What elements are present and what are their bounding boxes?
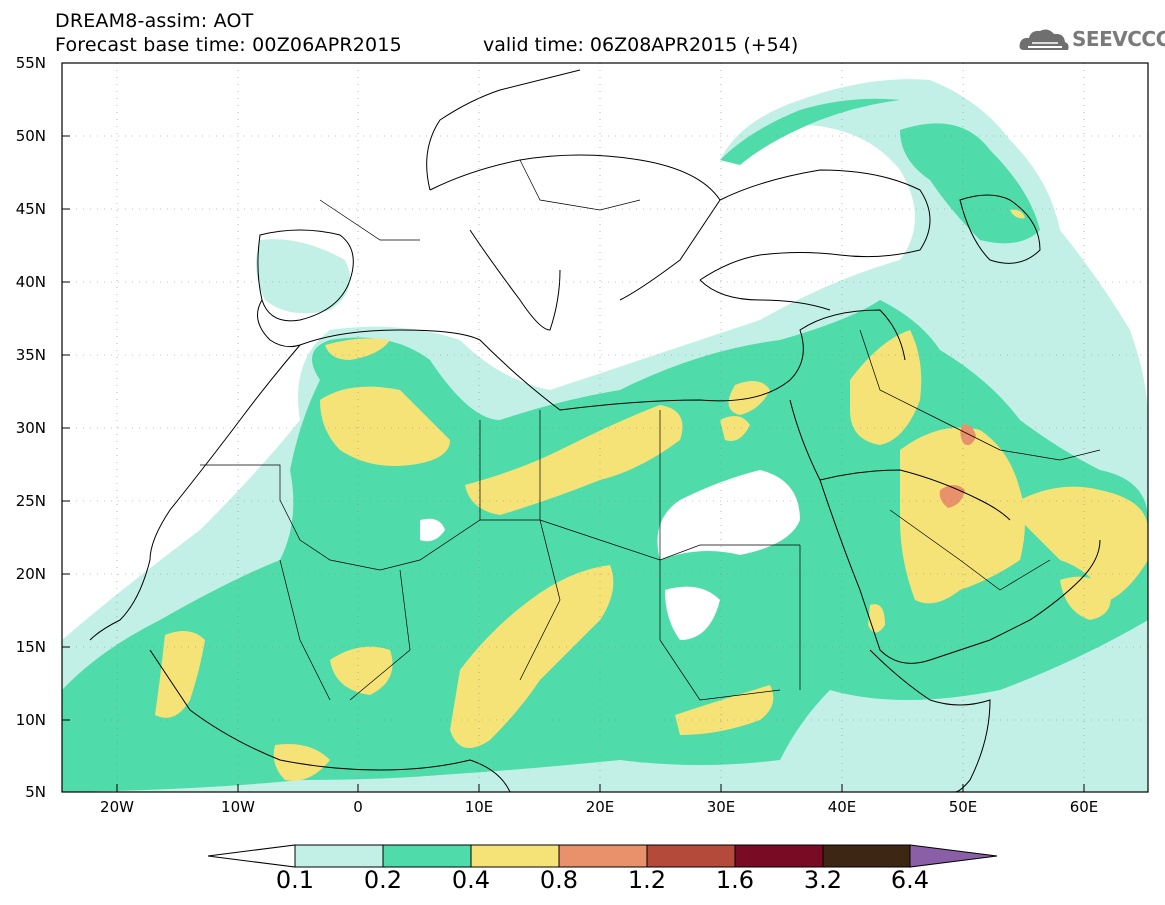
coastlines (89, 69, 1101, 792)
lat-label: 10N (15, 711, 46, 729)
logo-text: SEEVCCC (1072, 27, 1165, 51)
colorbar-label: 0.1 (275, 866, 315, 894)
country-borders (200, 159, 1101, 701)
colorbar-swatch (558, 844, 648, 868)
colorbar-label: 3.2 (803, 866, 843, 894)
colorbar-swatch (734, 844, 824, 868)
colorbar-over-arrow (909, 844, 998, 868)
colorbar-swatch (294, 844, 384, 868)
colorbar-label: 6.4 (890, 866, 930, 894)
lat-label: 25N (15, 492, 46, 510)
valid-time-label: valid time: 06Z08APR2015 (+54) (483, 34, 799, 56)
colorbar-swatch (822, 844, 911, 868)
base-time-label: Forecast base time: 00Z06APR2015 (55, 34, 402, 56)
lat-label: 55N (15, 54, 46, 72)
axis-ticks (62, 62, 1085, 792)
lat-label: 20N (15, 565, 46, 583)
lat-label: 5N (25, 783, 46, 801)
colorbar-label: 0.8 (539, 866, 579, 894)
lat-label: 35N (15, 346, 46, 364)
lon-label: 10E (464, 798, 494, 816)
lat-label: 40N (15, 273, 46, 291)
aot-clear-areas (420, 470, 800, 640)
cloud-logo-icon (1019, 29, 1069, 50)
lon-label: 50E (948, 798, 978, 816)
aot-band-0.4 (155, 209, 1148, 781)
lon-label: 30E (706, 798, 736, 816)
lat-label: 30N (15, 419, 46, 437)
colorbar-label: 1.2 (627, 866, 667, 894)
lon-label: 40E (827, 798, 857, 816)
lon-label: 20E (585, 798, 615, 816)
lon-label: 20W (100, 798, 134, 816)
chart-title: DREAM8-assim: AOT (55, 10, 254, 32)
lat-label: 15N (15, 638, 46, 656)
colorbar-swatch (470, 844, 560, 868)
lon-label: 60E (1069, 798, 1099, 816)
colorbar-under-arrow (207, 844, 296, 868)
lat-label: 50N (15, 127, 46, 145)
colorbar-label: 0.4 (451, 866, 491, 894)
colorbar-label: 0.2 (363, 866, 403, 894)
graticule (62, 63, 1148, 792)
lon-label: 10W (221, 798, 255, 816)
aot-band-0.8 (939, 424, 976, 508)
colorbar-label: 1.6 (715, 866, 755, 894)
colorbar-swatch (382, 844, 472, 868)
lon-label: 0 (353, 798, 363, 816)
colorbar-swatch (646, 844, 736, 868)
lat-label: 45N (15, 200, 46, 218)
